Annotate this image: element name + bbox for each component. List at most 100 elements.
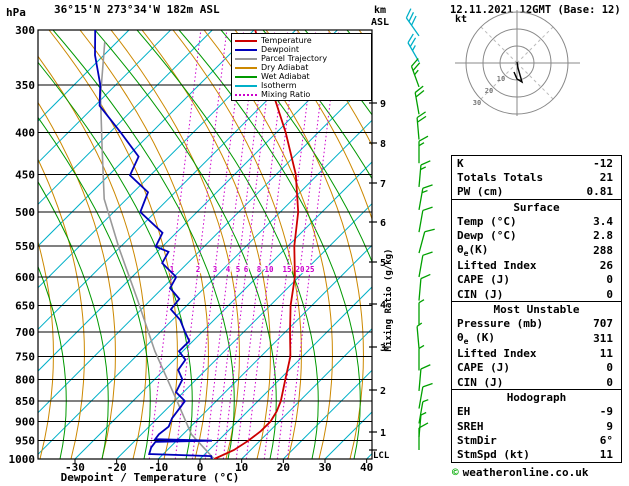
mixing-ratio-value: 6 — [244, 265, 249, 274]
legend-item: Mixing Ratio — [235, 90, 371, 99]
isotherm-line — [38, 30, 130, 122]
row-label: Lifted Index — [457, 346, 537, 360]
pressure-tick-label: 300 — [15, 24, 35, 37]
temperature-curve — [213, 30, 300, 459]
pressure-tick-label: 900 — [15, 415, 35, 428]
row-value: 0.81 — [586, 185, 614, 199]
wind-barb — [418, 184, 433, 210]
temperature-tick-label: -20 — [107, 461, 127, 474]
pressure-tick-label: 950 — [15, 435, 35, 448]
table-row: Temp (°C) 3.4 — [452, 214, 621, 228]
wind-barb — [410, 58, 421, 88]
wind-barbs — [405, 8, 435, 450]
wind-barb — [414, 85, 425, 115]
row-value: -12 — [593, 156, 613, 170]
dry-adiabat-line — [38, 158, 85, 459]
section-header-label: Most Unstable — [493, 302, 580, 316]
legend-item: Parcel Trajectory — [235, 54, 371, 63]
row-label: CAPE (J) — [457, 361, 510, 375]
wet-adiabat-line — [94, 30, 277, 459]
hodograph-ring — [482, 28, 552, 98]
km-asl-ticks: 1 2 3 4 5 6 7 8 9 — [369, 99, 386, 451]
wind-barb — [418, 364, 431, 391]
row-label: Lifted Index — [457, 258, 537, 272]
copyright-site: weatheronline.co.uk — [462, 466, 589, 479]
row-value: 0 — [606, 375, 613, 389]
legend-label: Mixing Ratio — [261, 90, 311, 99]
isotherm-line — [199, 286, 372, 459]
row-label: CIN (J) — [457, 287, 504, 301]
legend-line-sample — [235, 66, 257, 69]
hodograph-ring-label: 10 — [497, 75, 505, 83]
table-row: θe(K) 288 — [452, 243, 621, 258]
km-tick-label: 5 — [380, 258, 386, 269]
legend: Temperature Dewpoint Parcel Trajectory Dry … — [231, 33, 372, 101]
table-row: CIN (J) 0 — [452, 375, 621, 389]
pressure-tick-label: 850 — [15, 395, 35, 408]
pressure-tick-labels: 300 350 400 450 500 550 600 650 700 750 800 850 900 9… — [9, 24, 36, 466]
temperature-tick-label: 30 — [318, 461, 331, 474]
mixing-ratio-line — [276, 30, 330, 459]
row-label: θe(K) — [457, 243, 489, 259]
km-tick-label: 9 — [380, 99, 386, 110]
row-label: EH — [457, 405, 471, 419]
table-section-header: Hodograph — [452, 389, 621, 404]
legend-label: Wet Adiabat — [261, 72, 310, 81]
row-label: StmSpd (kt) — [457, 448, 530, 462]
wind-barb — [418, 344, 425, 371]
profiles — [94, 30, 300, 459]
table-row: K -12 — [452, 156, 621, 170]
km-tick-label: 7 — [380, 179, 386, 190]
row-value: 26 — [599, 258, 613, 272]
dry-adiabat-line — [358, 30, 372, 48]
row-value: 0 — [606, 361, 613, 375]
isotherm-line — [38, 30, 255, 247]
km-tick-label: 6 — [380, 218, 386, 229]
table-row: SREH 9 — [452, 419, 621, 433]
wind-barb — [418, 228, 435, 254]
row-label: CAPE (J) — [457, 273, 510, 287]
row-value: 3.4 — [593, 215, 613, 229]
hodograph-kt-label: kt — [455, 14, 467, 25]
wind-barb — [407, 33, 420, 63]
table-row: EH -9 — [452, 405, 621, 419]
hodograph-ring-label: 30 — [473, 99, 481, 107]
wind-barb — [418, 299, 425, 325]
row-value: -9 — [599, 405, 613, 419]
temperature-tick-label: -30 — [65, 461, 85, 474]
legend-label: Parcel Trajectory — [261, 54, 328, 63]
indices-table: K -12 Totals Totals 21 PW (cm) 0.81 Surface Tem… — [451, 155, 622, 463]
row-value: 0 — [606, 273, 613, 287]
row-value: 11 — [599, 346, 613, 360]
mixing-ratio-line — [214, 30, 268, 459]
row-label: Temp (°C) — [457, 215, 517, 229]
table-row: Totals Totals 21 — [452, 170, 621, 184]
km-tick-label: 4 — [380, 300, 386, 311]
mixing-ratio-line — [204, 30, 258, 459]
mixing-ratio-line — [286, 30, 340, 459]
x-axis-label: Dewpoint / Temperature (°C) — [61, 471, 240, 484]
legend-label: Isotherm — [261, 81, 297, 90]
pressure-tick-label: 500 — [15, 206, 35, 219]
wind-barb — [418, 251, 433, 278]
copyright: © weatheronline.co.uk — [452, 466, 588, 479]
pressure-tick-label: 600 — [15, 271, 35, 284]
legend-line-sample — [235, 75, 257, 78]
wet-adiabat-line — [136, 30, 319, 459]
row-value: 21 — [599, 171, 613, 185]
isotherm-line — [38, 30, 297, 289]
temperature-tick-label: 0 — [197, 461, 204, 474]
hodograph: kt 10 20 30 — [455, 10, 580, 116]
row-value: 288 — [593, 244, 613, 258]
pressure-tick-label: 800 — [15, 373, 35, 386]
row-label: SREH — [457, 419, 484, 433]
dewpoint-curve — [94, 30, 213, 459]
wind-barb — [416, 111, 427, 140]
skewt-diagram: hPa km ASL LCL Dewpoint / Temperature (°… — [6, 5, 435, 484]
legend-line-sample — [235, 93, 257, 96]
row-label: θe (K) — [457, 330, 495, 347]
copyright-symbol: © — [452, 466, 459, 479]
isotherm-line — [38, 77, 372, 414]
pressure-tick-label: 550 — [15, 240, 35, 253]
